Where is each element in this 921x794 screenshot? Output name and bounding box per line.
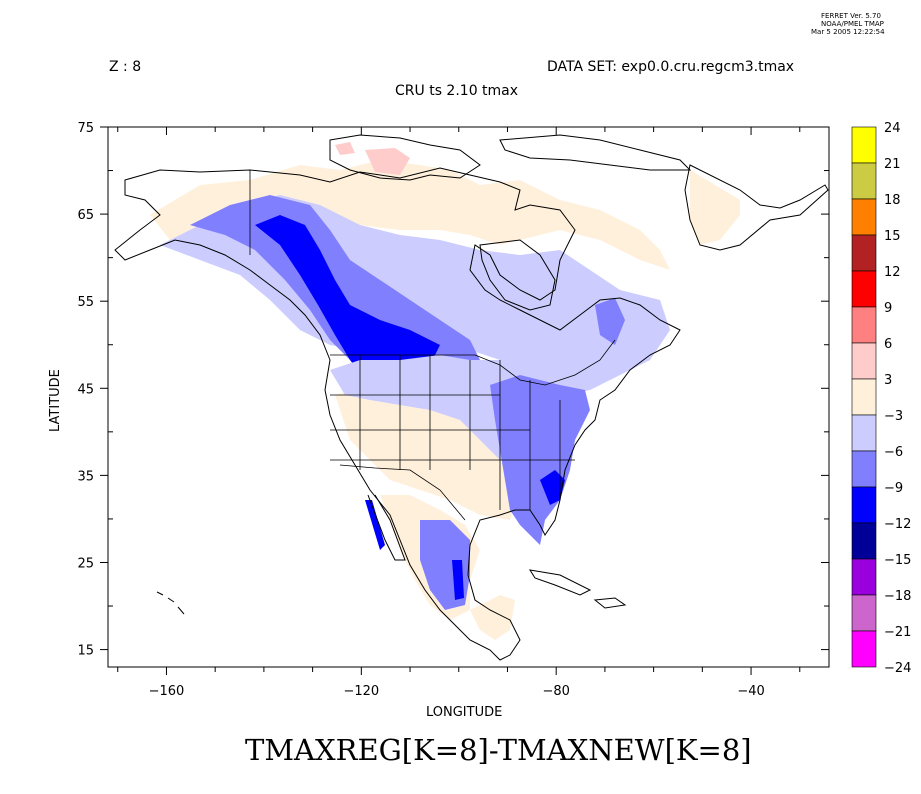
coastline-north-america [114, 167, 681, 661]
colorbar-swatch [851, 630, 877, 668]
ferret-stamp: FERRET Ver. 5.70 NOAA/PMEL TMAP Mar 5 20… [811, 12, 885, 36]
y-tick-label: 15 [77, 644, 94, 659]
colorbar-swatch [851, 306, 877, 344]
colorbar-level-label: 3 [884, 373, 892, 388]
region-quebec-medium [595, 298, 625, 345]
region-southeast-coast-blue [540, 470, 565, 505]
coastline-hawaii [156, 591, 185, 615]
coastlines [114, 134, 829, 661]
colorbar-level-label: 6 [884, 337, 892, 352]
y-axis: 15 25 35 45 55 65 75 [77, 121, 829, 659]
region-baja-blue [365, 500, 385, 550]
colorbar-level-label: 12 [884, 265, 901, 280]
region-greenland-coast [690, 170, 740, 245]
coastline-cuba [528, 569, 592, 596]
y-tick-label: 65 [77, 208, 94, 223]
y-tick-label: 45 [77, 382, 94, 397]
coastline-hispaniola [593, 597, 627, 609]
coastline-hudson-bay [479, 239, 556, 311]
x-tick-label: −80 [542, 684, 569, 699]
colorbar-swatch [851, 126, 877, 164]
colorbar-level-label: −15 [884, 553, 911, 568]
colorbar-swatch [851, 594, 877, 632]
colorbar-level-label: −6 [884, 445, 903, 460]
region-north-canada-tundra [150, 160, 670, 270]
colorbar-swatch [851, 450, 877, 488]
colorbar-swatch [851, 486, 877, 524]
region-arctic-island-warm-patch-2 [335, 142, 355, 155]
data-regions [150, 142, 740, 640]
x-tick-label: −160 [149, 684, 185, 699]
stamp-line-3: Mar 5 2005 12:22:54 [811, 28, 885, 36]
y-axis-label: LATITUDE [48, 369, 63, 432]
region-arctic-island-warm-patch [365, 148, 410, 175]
y-tick-label: 75 [77, 121, 94, 136]
colorbar-level-label: 18 [884, 193, 901, 208]
coastline-greenland [684, 164, 829, 251]
border-us-canada [330, 339, 616, 386]
border-us-states-grid [330, 355, 575, 510]
colorbar-swatch [851, 414, 877, 452]
main-title: TMAXREG[K=8]-TMAXNEW[K=8] [245, 733, 752, 767]
colorbar-level-label: −9 [884, 481, 903, 496]
colorbar-swatch [851, 270, 877, 308]
colorbar-level-label: 21 [884, 157, 901, 172]
border-us-mexico [339, 464, 466, 521]
x-tick-label: −120 [343, 684, 379, 699]
plot-frame [107, 126, 830, 668]
x-tick-label: −40 [737, 684, 764, 699]
colorbar-level-label: −21 [884, 625, 911, 640]
colorbar-swatch [851, 342, 877, 380]
colorbar-level-label: 15 [884, 229, 901, 244]
political-borders [249, 170, 616, 521]
colorbar-level-label: −3 [884, 409, 903, 424]
chart-subtitle: CRU ts 2.10 tmax [395, 83, 519, 99]
y-tick-label: 55 [77, 295, 94, 310]
colorbar-level-label: 9 [884, 301, 892, 316]
colorbar-level-label: −12 [884, 517, 911, 532]
x-axis: −160 −120 −80 −40 [117, 127, 801, 699]
colorbar-level-label: −18 [884, 589, 911, 604]
colorbar: 24 21 18 15 12 9 6 3 −3 −6 −9 −12 −15 −18 −21 −24 [851, 121, 911, 676]
coastline-arctic-islands [329, 134, 692, 181]
dataset-label: DATA SET: exp0.0.cru.regcm3.tmax [547, 59, 795, 75]
colorbar-swatch [851, 234, 877, 272]
colorbar-swatch [851, 522, 877, 560]
y-tick-label: 25 [77, 556, 94, 571]
x-axis-label: LONGITUDE [426, 705, 503, 720]
colorbar-level-label: −24 [884, 661, 911, 676]
coastline-gulf-of-california [367, 494, 406, 561]
stamp-line-2: NOAA/PMEL TMAP [821, 20, 884, 28]
colorbar-swatch [851, 378, 877, 416]
region-rockies-core [255, 215, 440, 385]
region-mexico-core [452, 560, 464, 600]
colorbar-level-label: 24 [884, 121, 901, 136]
z-level-label: Z : 8 [109, 59, 142, 75]
colorbar-swatch [851, 558, 877, 596]
region-central-america [470, 595, 515, 640]
colorbar-swatch [851, 162, 877, 200]
y-tick-label: 35 [77, 469, 94, 484]
colorbar-swatch [851, 198, 877, 236]
stamp-line-1: FERRET Ver. 5.70 [821, 12, 881, 20]
